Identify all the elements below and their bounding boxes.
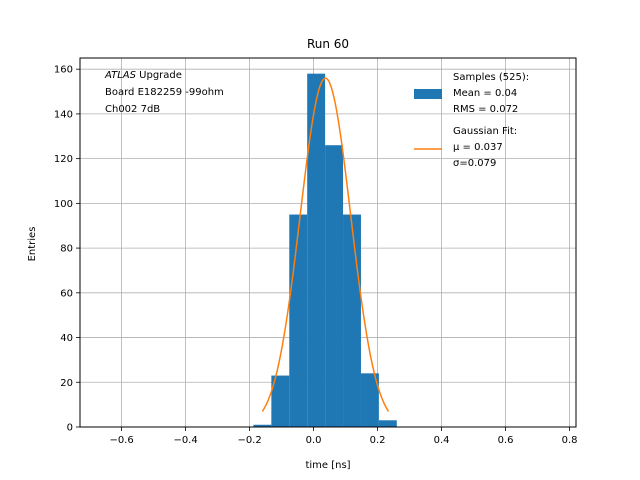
chart-title: Run 60 bbox=[307, 37, 349, 51]
y-tick-label: 20 bbox=[60, 378, 73, 389]
y-tick-label: 80 bbox=[60, 244, 73, 255]
legend-samples-text: Mean = 0.04 bbox=[453, 88, 517, 99]
axes-frame bbox=[79, 57, 577, 428]
histogram-bar bbox=[289, 214, 308, 427]
y-tick-label: 100 bbox=[54, 199, 73, 210]
histogram-bar bbox=[343, 214, 361, 427]
x-tick-label: 0.6 bbox=[498, 435, 514, 446]
histogram-bar bbox=[360, 373, 379, 427]
y-tick-label: 160 bbox=[54, 65, 73, 76]
y-tick-label: 40 bbox=[60, 333, 73, 344]
y-tick-label: 140 bbox=[54, 109, 73, 120]
gaussian-fit-curve bbox=[261, 77, 390, 412]
x-tick-label: −0.2 bbox=[237, 435, 261, 446]
histogram-bar bbox=[253, 424, 272, 427]
annotation-line: ATLAS Upgrade bbox=[104, 70, 182, 81]
y-tick-label: 120 bbox=[54, 154, 73, 165]
y-tick-label: 0 bbox=[67, 423, 73, 434]
legend-fit-text: Gaussian Fit: bbox=[453, 126, 517, 137]
legend-samples-patch bbox=[414, 89, 442, 99]
x-tick-label: −0.6 bbox=[109, 435, 133, 446]
annotation-line: Board E182259 -99ohm bbox=[105, 87, 224, 98]
legend-fit-text: σ=0.079 bbox=[453, 158, 496, 169]
annotation-text: ATLAS Upgrade Board E182259 -99ohm Ch002… bbox=[104, 70, 224, 115]
histogram-bar bbox=[271, 375, 290, 427]
histogram-bar bbox=[307, 73, 326, 428]
legend-samples-text: RMS = 0.072 bbox=[453, 104, 518, 115]
histogram-bar bbox=[378, 420, 397, 427]
histogram-bar bbox=[325, 145, 344, 427]
x-tick-label: 0.0 bbox=[306, 435, 322, 446]
y-axis-label: Entries bbox=[27, 227, 38, 262]
axis-ticks: −0.6 −0.4 −0.2 0.0 0.2 0.4 0.6 0.8 0 20 40 60 80 100 1… bbox=[54, 65, 578, 446]
histogram-bars bbox=[253, 73, 397, 428]
legend-samples-text: Samples (525): bbox=[453, 72, 529, 83]
legend-fit-text: μ = 0.037 bbox=[453, 142, 503, 153]
x-tick-label: 0.4 bbox=[434, 435, 450, 446]
x-tick-label: −0.4 bbox=[173, 435, 197, 446]
x-tick-label: 0.2 bbox=[370, 435, 386, 446]
x-tick-label: 0.8 bbox=[562, 435, 578, 446]
x-axis-label: time [ns] bbox=[305, 460, 350, 471]
y-tick-label: 60 bbox=[60, 288, 73, 299]
annotation-line: Ch002 7dB bbox=[105, 104, 160, 115]
legend: Samples (525): Mean = 0.04 RMS = 0.072 Ga… bbox=[414, 72, 529, 169]
gaussian-fit-curve-group bbox=[261, 77, 390, 412]
